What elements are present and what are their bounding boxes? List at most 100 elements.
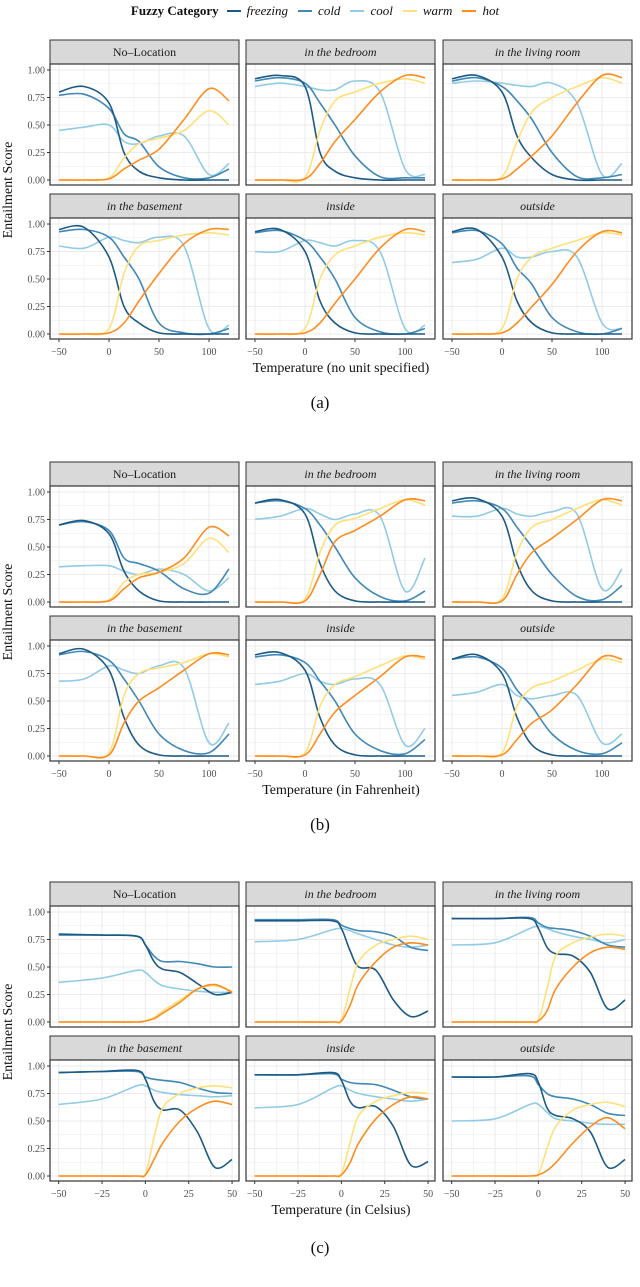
x-tick-label: 25 — [184, 1189, 194, 1200]
panel-title: outside — [520, 199, 555, 213]
y-tick-label: 0.50 — [28, 963, 46, 974]
x-axis-title: Temperature (no unit specified) — [253, 361, 430, 376]
x-tick-label: 0 — [500, 769, 505, 780]
series-line-freezing — [451, 917, 626, 1011]
x-tick-label: 100 — [398, 769, 413, 780]
legend-item-cool: cool — [350, 3, 393, 19]
y-tick-label: 0.50 — [28, 1117, 46, 1128]
series-line-cold — [254, 76, 426, 180]
panel: in the living room — [442, 881, 633, 1028]
series-line-cool — [254, 239, 426, 335]
legend-label: cold — [318, 3, 341, 18]
series-line-hot — [58, 983, 233, 1023]
x-tick-label: −50 — [51, 1189, 67, 1200]
panel-title: in the bedroom — [304, 887, 377, 901]
series-line-hot — [451, 229, 623, 335]
y-tick-label: 1.00 — [28, 220, 46, 231]
series-line-freezing — [58, 85, 229, 181]
x-tick-label: −50 — [51, 769, 67, 780]
y-tick-label: 0.75 — [28, 515, 46, 526]
x-tick-label: −25 — [94, 1189, 110, 1200]
y-tick-label: 0.50 — [28, 543, 46, 554]
panel-title: inside — [326, 199, 355, 213]
panel-title: in the living room — [495, 467, 581, 481]
series-line-hot — [254, 1095, 429, 1178]
x-tick-label: 50 — [620, 1189, 630, 1200]
series-line-hot — [451, 654, 623, 758]
legend-swatch — [350, 9, 365, 13]
y-tick-label: 0.25 — [28, 724, 46, 735]
caption-c: (c) — [310, 1238, 330, 1257]
y-tick-label: 0.75 — [28, 1089, 46, 1100]
chart-c: Entailment Score Temperature (in Celsius)… — [1, 881, 633, 1218]
y-axis-title: Entailment Score — [1, 564, 16, 661]
x-tick-label: 50 — [350, 769, 360, 780]
series-line-hot — [451, 946, 626, 1023]
chart-a: Entailment Score Temperature (no unit spe… — [1, 39, 633, 376]
x-tick-label: −50 — [247, 1189, 263, 1200]
panel-border — [442, 63, 633, 186]
series-line-cool — [451, 80, 623, 179]
series-line-freezing — [451, 74, 622, 182]
x-tick-label: −50 — [444, 347, 460, 358]
panel: inside −50 0 50 100 — [245, 615, 436, 780]
series-line-freezing — [451, 497, 622, 603]
panel: in the basement 0.00 0.25 0.50 0.75 1.00 −50 0 5… — [28, 615, 240, 780]
x-tick-label: 50 — [227, 1189, 237, 1200]
x-tick-label: 50 — [423, 1189, 433, 1200]
x-tick-label: 100 — [202, 769, 217, 780]
panel-strip — [245, 615, 436, 641]
legend-item-cold: cold — [298, 3, 340, 19]
panel: in the bedroom — [245, 461, 436, 608]
x-tick-label: 50 — [154, 769, 164, 780]
panel-title: No–Location — [113, 467, 176, 481]
panel: in the basement 0.00 0.25 0.50 0.75 1.00 −50 −2… — [28, 1035, 240, 1200]
x-tick-label: 100 — [595, 347, 610, 358]
panel-strip — [245, 461, 436, 487]
legend-swatch — [402, 9, 417, 13]
legend: Fuzzy Category freezing cold cool warm hot — [0, 0, 640, 22]
series-line-hot — [254, 497, 426, 605]
series-line-freezing — [254, 919, 429, 1018]
panel: in the bedroom — [245, 39, 436, 186]
series-line-cool — [451, 1102, 626, 1126]
panel-strip — [245, 1035, 436, 1061]
x-tick-label: 50 — [154, 347, 164, 358]
series-line-freezing — [254, 1071, 429, 1168]
x-tick-label: 100 — [398, 347, 413, 358]
panel-border — [442, 639, 633, 762]
legend-label: cool — [370, 3, 393, 18]
panel-title: in the living room — [495, 45, 581, 59]
panel-border — [442, 905, 633, 1028]
panel-title: No–Location — [113, 45, 176, 59]
series-line-freezing — [254, 651, 425, 757]
panel: in the bedroom — [245, 881, 436, 1028]
series-line-cool — [58, 969, 233, 994]
panel-title: in the bedroom — [304, 45, 377, 59]
x-tick-label: 0 — [143, 1189, 148, 1200]
series-line-freezing — [58, 1069, 233, 1170]
series-line-cold — [254, 918, 429, 952]
series-line-freezing — [254, 74, 425, 181]
x-tick-label: 0 — [107, 769, 112, 780]
series-line-hot — [254, 73, 426, 182]
panel-title: No–Location — [113, 887, 176, 901]
panel-strip — [442, 193, 633, 219]
x-tick-label: −50 — [444, 1189, 460, 1200]
series-line-cool — [451, 683, 623, 746]
y-tick-label: 0.00 — [28, 598, 46, 609]
y-tick-label: 0.00 — [28, 330, 46, 341]
series-line-hot — [58, 525, 230, 604]
x-tick-label: −25 — [290, 1189, 306, 1200]
y-tick-label: 0.50 — [28, 697, 46, 708]
x-axis-title: Temperature (in Fahrenheit) — [262, 783, 420, 798]
x-tick-label: 100 — [202, 347, 217, 358]
y-tick-label: 1.00 — [28, 488, 46, 499]
series-line-hot — [58, 1100, 233, 1178]
y-axis-title: Entailment Score — [1, 984, 16, 1081]
panel: outside −50 −25 0 25 50 — [442, 1035, 633, 1200]
panel: in the living room — [442, 39, 633, 186]
panel-title: inside — [326, 1041, 355, 1055]
caption-a: (a) — [310, 393, 330, 412]
